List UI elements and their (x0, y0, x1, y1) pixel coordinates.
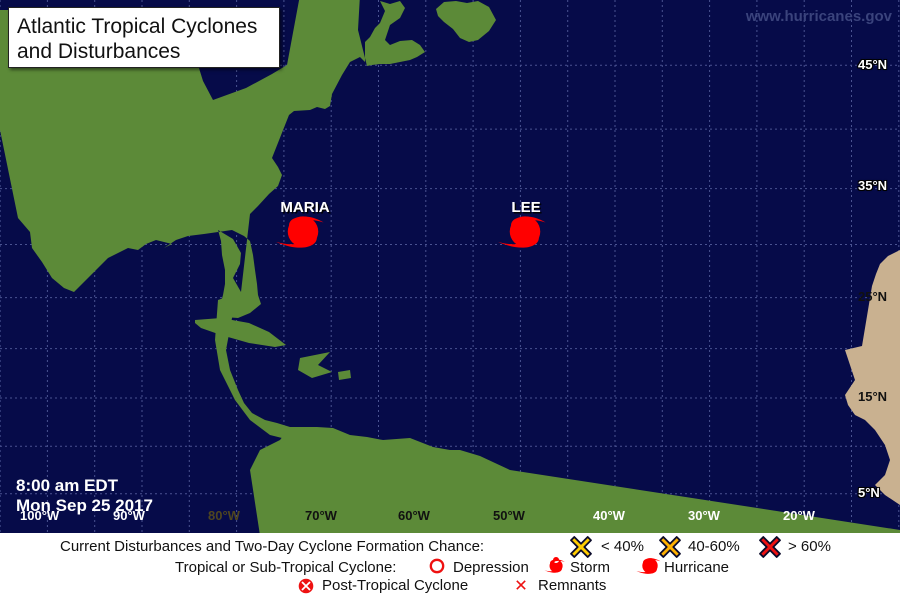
svg-text:MARIA: MARIA (280, 199, 329, 216)
svg-text:LEE: LEE (511, 199, 540, 216)
